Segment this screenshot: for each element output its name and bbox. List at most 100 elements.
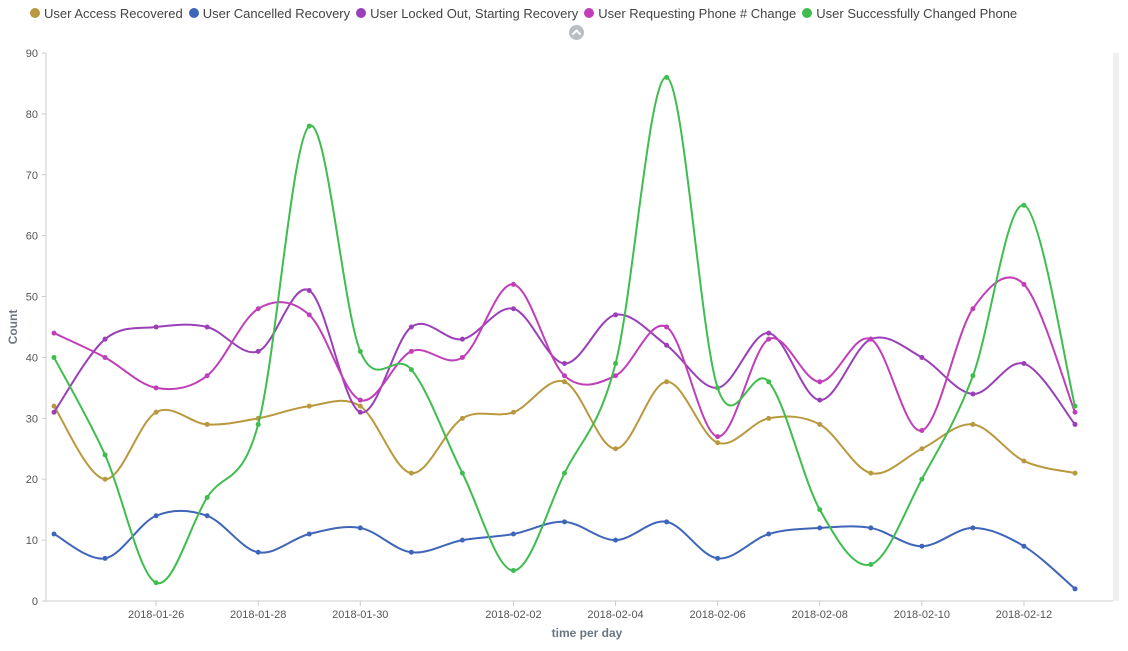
chevron-up-icon	[572, 29, 581, 35]
y-tick-label: 60	[26, 231, 38, 243]
data-point	[102, 336, 108, 342]
legend-item[interactable]: User Locked Out, Starting Recovery	[356, 6, 578, 21]
x-tick-label: 2018-02-06	[690, 609, 746, 621]
data-point	[306, 312, 312, 318]
data-point	[664, 74, 670, 80]
data-point	[817, 507, 823, 513]
data-point	[1021, 202, 1027, 208]
data-point	[357, 348, 363, 354]
data-point	[306, 123, 312, 129]
y-tick-label: 80	[26, 109, 38, 121]
legend-item[interactable]: User Access Recovered	[30, 6, 183, 21]
data-point	[562, 379, 567, 385]
data-point	[868, 336, 874, 342]
y-tick-label: 70	[26, 170, 38, 182]
data-point	[204, 421, 210, 427]
data-point	[153, 580, 159, 586]
data-point	[306, 531, 312, 537]
data-point	[255, 348, 261, 354]
data-point	[970, 525, 976, 531]
chart-legend: User Access Recovered User Cancelled Reco…	[30, 3, 1023, 23]
y-tick-label: 90	[26, 48, 38, 60]
data-point	[408, 348, 414, 354]
data-point	[459, 354, 465, 360]
data-point	[51, 409, 57, 415]
data-point	[1072, 421, 1078, 427]
legend-item[interactable]: User Cancelled Recovery	[188, 5, 351, 21]
data-point	[970, 306, 976, 312]
data-point	[102, 452, 108, 458]
data-point	[102, 555, 108, 561]
data-point	[562, 361, 567, 367]
data-point	[51, 531, 57, 537]
data-point	[715, 434, 721, 440]
data-point	[970, 421, 976, 427]
data-point	[204, 324, 210, 330]
data-point	[357, 403, 363, 409]
data-point	[204, 373, 210, 379]
data-point	[868, 561, 874, 567]
data-point	[664, 379, 670, 385]
data-point	[919, 428, 925, 434]
data-point	[153, 324, 159, 330]
data-point	[51, 330, 57, 336]
data-point	[204, 513, 210, 519]
y-tick-label: 50	[26, 292, 38, 304]
data-point	[1021, 458, 1027, 464]
data-point	[1021, 543, 1027, 549]
data-point	[204, 494, 210, 500]
data-point	[919, 476, 925, 482]
data-point	[766, 336, 772, 342]
data-point	[1021, 281, 1027, 287]
legend-swatch	[188, 8, 199, 18]
data-point	[613, 373, 619, 379]
legend-label: User Cancelled Recovery	[202, 5, 351, 21]
data-point	[868, 470, 874, 476]
data-point	[153, 385, 159, 391]
data-point	[562, 470, 567, 476]
data-point	[459, 470, 465, 476]
series-line	[53, 76, 1076, 584]
legend-swatch	[584, 8, 595, 18]
data-point	[153, 409, 159, 415]
data-point	[102, 354, 108, 360]
data-point	[766, 531, 772, 537]
data-point	[408, 324, 414, 330]
legend-label: User Requesting Phone # Change	[598, 5, 797, 21]
x-tick-label: 2018-02-10	[894, 609, 950, 621]
data-point	[613, 446, 619, 452]
legend-item[interactable]: User Successfully Changed Phone	[802, 6, 1017, 21]
y-tick-label: 30	[26, 413, 38, 425]
data-point	[306, 403, 312, 409]
data-point	[1072, 409, 1078, 415]
x-tick-label: 2018-02-04	[587, 609, 643, 621]
data-point	[357, 525, 363, 531]
data-point	[459, 415, 465, 421]
data-point	[766, 379, 772, 385]
x-tick-label: 2018-02-08	[792, 609, 848, 621]
data-point	[306, 287, 312, 293]
data-point	[255, 306, 261, 312]
data-point	[970, 373, 976, 379]
data-point	[868, 525, 874, 531]
x-tick-label: 2018-02-02	[485, 609, 541, 621]
legend-collapse-button[interactable]	[569, 25, 584, 40]
legend-label: User Locked Out, Starting Recovery	[370, 5, 579, 21]
data-point	[255, 421, 261, 427]
data-point	[408, 470, 414, 476]
data-point	[102, 476, 108, 482]
data-point	[562, 373, 567, 379]
data-point	[664, 324, 670, 330]
data-point	[510, 409, 516, 415]
y-tick-label: 0	[32, 596, 38, 608]
data-point	[408, 367, 414, 373]
data-point	[664, 519, 670, 525]
data-point	[613, 361, 619, 367]
legend-item[interactable]: User Requesting Phone # Change	[584, 6, 796, 21]
data-point	[715, 555, 721, 561]
data-point	[1072, 403, 1078, 409]
data-point	[510, 281, 516, 287]
data-point	[510, 568, 516, 574]
data-point	[817, 397, 823, 403]
